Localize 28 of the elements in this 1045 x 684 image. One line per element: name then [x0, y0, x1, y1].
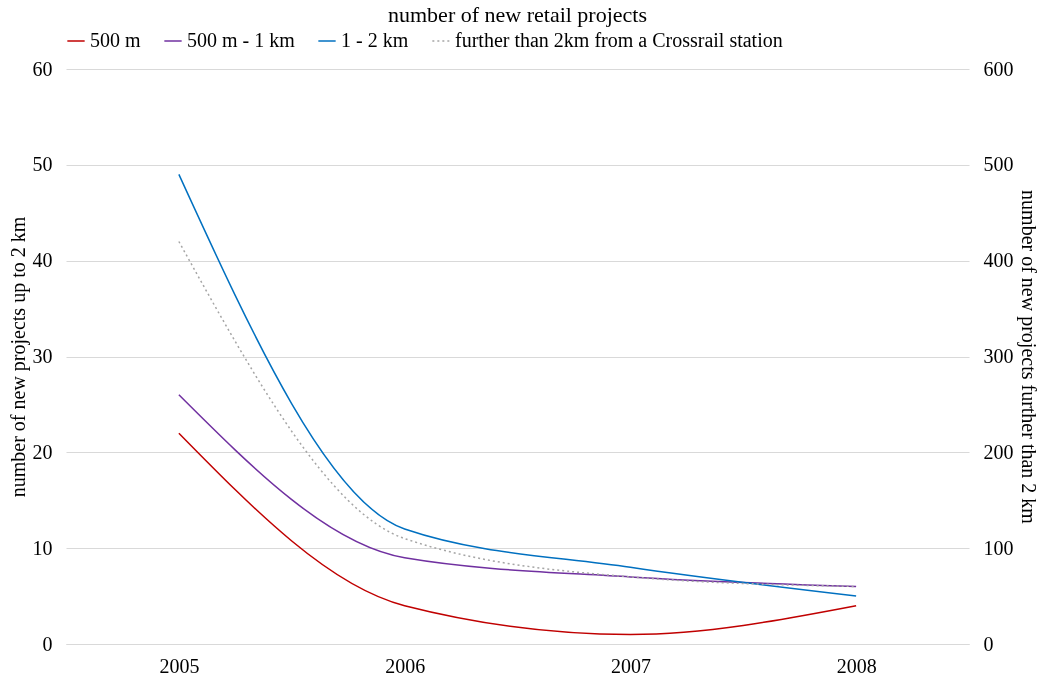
y2-tick-label: 500	[983, 153, 1014, 176]
x-tick-label: 2005	[159, 654, 200, 677]
y-tick-label: 10	[32, 536, 53, 559]
y-axis-title: number of new projects up to 2 km	[6, 216, 30, 498]
legend-label: further than 2km from a Crossrail station	[455, 29, 783, 51]
y2-tick-label: 600	[983, 57, 1014, 80]
line-series	[178, 173, 857, 597]
chart-title: number of new retail projects	[387, 2, 648, 27]
y-tick-label: 60	[32, 57, 53, 80]
legend-label: 500 m	[90, 29, 141, 51]
y2-tick-label: 400	[983, 249, 1014, 272]
y-tick-label: 20	[32, 440, 53, 463]
y2-tick-label: 300	[983, 345, 1014, 367]
line-series	[178, 240, 857, 588]
legend-label: 500 m - 1 km	[187, 29, 296, 51]
y-tick-label: 0	[42, 632, 53, 655]
x-tick-label: 2007	[610, 654, 651, 677]
x-tick-label: 2006	[385, 654, 426, 677]
y2-tick-label: 100	[983, 536, 1014, 559]
y-tick-label: 50	[32, 153, 53, 176]
line-series	[178, 394, 857, 588]
y2-tick-label: 0	[983, 632, 994, 655]
y2-axis-title: number of new projects further than 2 km	[1016, 190, 1040, 525]
y-tick-label: 40	[32, 249, 53, 272]
x-tick-label: 2008	[836, 654, 877, 677]
legend-label: 1 - 2 km	[341, 29, 409, 51]
y2-tick-label: 200	[983, 440, 1014, 463]
y-tick-label: 30	[32, 345, 53, 367]
